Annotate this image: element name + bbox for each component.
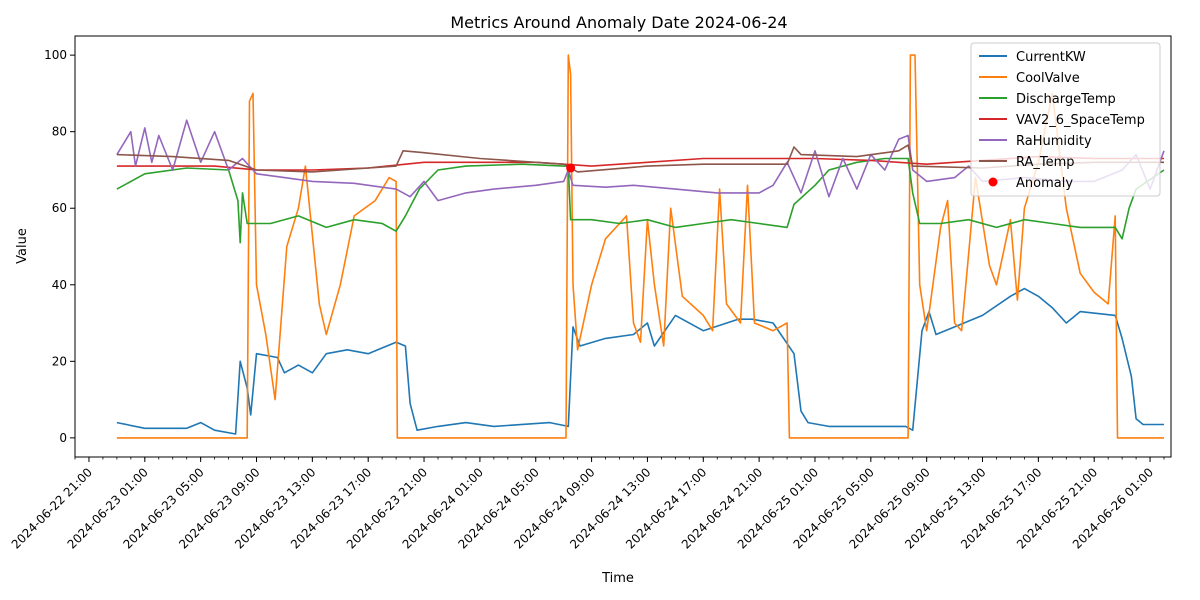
legend-label: DischargeTemp xyxy=(1016,92,1116,107)
anomaly-point xyxy=(566,163,576,173)
series-line-dischargetemp xyxy=(116,157,1165,244)
y-tick-label: 0 xyxy=(59,431,67,445)
legend-label: RaHumidity xyxy=(1016,134,1092,149)
chart-title: Metrics Around Anomaly Date 2024-06-24 xyxy=(450,13,787,32)
legend-box xyxy=(970,42,1161,197)
legend-label: Anomaly xyxy=(1016,176,1073,191)
series-line-rahumidity xyxy=(116,119,1165,202)
legend-swatch xyxy=(988,177,998,187)
plot-frame xyxy=(74,35,1172,458)
y-tick-label: 80 xyxy=(52,125,67,139)
legend-label: RA_Temp xyxy=(1016,155,1075,170)
legend-label: CurrentKW xyxy=(1016,50,1086,65)
x-axis-title: Time xyxy=(601,571,634,586)
y-tick-label: 40 xyxy=(52,278,67,292)
series-line-ra-temp xyxy=(116,144,1164,173)
y-tick-label: 100 xyxy=(44,48,67,62)
y-tick-label: 20 xyxy=(52,354,67,368)
y-tick-label: 60 xyxy=(52,201,67,215)
legend-label: VAV2_6_SpaceTemp xyxy=(1016,113,1145,128)
plot-area xyxy=(116,54,1165,439)
legend-label: CoolValve xyxy=(1016,71,1080,86)
series-line-coolvalve xyxy=(116,54,1164,439)
legend: CurrentKW CoolValve DischargeTemp VAV2_6_Sp… xyxy=(970,42,1161,197)
y-axis: 0 20 40 60 80 100 xyxy=(44,48,75,445)
series-line-currentkw xyxy=(116,287,1164,435)
y-axis-title: Value xyxy=(15,228,30,264)
